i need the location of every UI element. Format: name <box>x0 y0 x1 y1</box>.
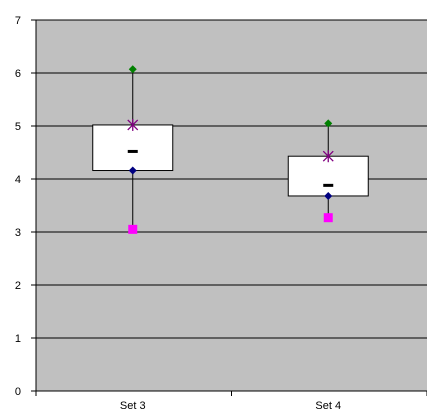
x-tick-label: Set 4 <box>315 400 341 412</box>
max-marker <box>128 65 137 74</box>
y-tick-label: 0 <box>15 386 21 398</box>
x-axis-ticks: Set 3 Set 4 <box>35 391 427 412</box>
y-tick-label: 5 <box>15 121 21 133</box>
q1-marker <box>324 191 333 200</box>
box-1 <box>92 65 174 234</box>
y-tick-label: 3 <box>15 227 21 239</box>
box-series <box>92 65 369 234</box>
y-tick-label: 1 <box>15 333 21 345</box>
box-rect <box>92 124 174 172</box>
q3-marker <box>127 118 139 131</box>
y-tick-label: 2 <box>15 280 21 292</box>
box-2 <box>287 119 369 223</box>
max-marker <box>324 119 333 128</box>
plot-area <box>36 20 427 391</box>
min-marker <box>128 224 138 234</box>
y-tick-label: 4 <box>15 174 21 186</box>
q1-marker <box>128 166 137 175</box>
q3-marker <box>322 150 334 163</box>
y-axis-ticks: 0 1 2 3 4 5 6 7 <box>15 15 36 398</box>
y-tick-label: 6 <box>15 68 21 80</box>
median-marker <box>323 183 334 187</box>
y-tick-label: 7 <box>15 15 21 27</box>
median-marker <box>127 149 138 153</box>
x-tick-label: Set 3 <box>120 400 146 412</box>
min-marker <box>323 213 333 223</box>
